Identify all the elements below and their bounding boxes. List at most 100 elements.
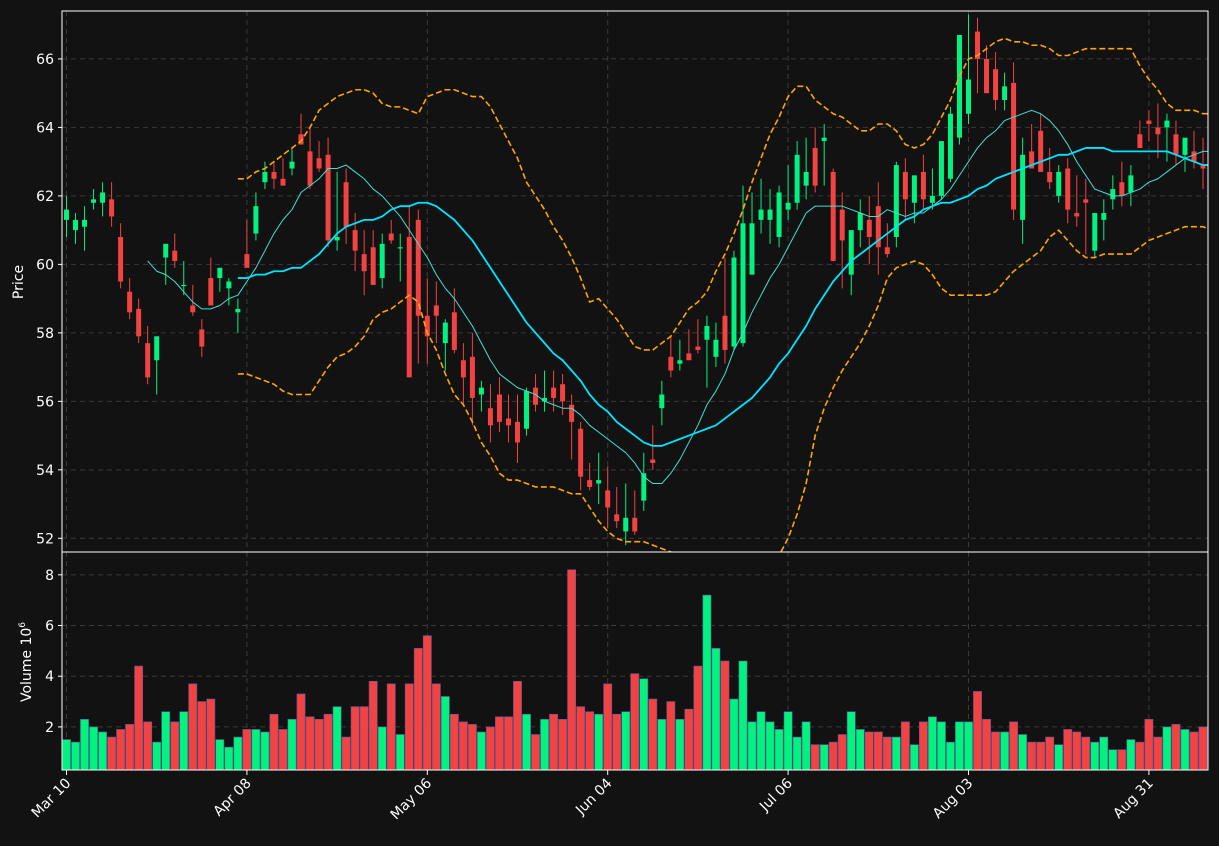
volume-bar xyxy=(595,714,603,770)
candle-body xyxy=(903,172,908,199)
candle-body xyxy=(831,172,836,261)
candle-body xyxy=(948,114,953,179)
volume-bar xyxy=(135,666,143,770)
volume-axis-label: Volume 106 xyxy=(18,622,35,702)
volume-bar xyxy=(207,699,215,770)
candle-body xyxy=(1074,213,1079,216)
volume-bar xyxy=(658,719,666,770)
volume-tick-label: 2 xyxy=(45,720,54,736)
volume-bar xyxy=(549,714,557,770)
volume-bar xyxy=(928,717,936,770)
candle-body xyxy=(199,329,204,346)
candle-body xyxy=(479,388,484,395)
volume-bar xyxy=(685,709,693,770)
volume-bar xyxy=(342,737,350,770)
volume-bar xyxy=(910,745,918,770)
volume-bar xyxy=(117,729,125,770)
volume-bar xyxy=(730,699,738,770)
volume-bar xyxy=(838,735,846,770)
candle-body xyxy=(1083,199,1088,202)
volume-bar xyxy=(955,722,963,770)
candle-body xyxy=(641,473,646,500)
volume-bar xyxy=(1181,729,1189,770)
volume-bar xyxy=(1046,737,1054,770)
volume-bar xyxy=(874,732,882,770)
volume-bar xyxy=(405,684,413,770)
volume-bar xyxy=(189,684,197,770)
volume-bar xyxy=(243,729,251,770)
volume-bar xyxy=(98,732,106,770)
volume-bar xyxy=(234,737,242,770)
volume-bar xyxy=(261,732,269,770)
candle-body xyxy=(1002,86,1007,100)
candle-body xyxy=(73,220,78,230)
volume-bar xyxy=(991,732,999,770)
candle-body xyxy=(235,309,240,312)
volume-bar xyxy=(820,745,828,770)
volume-bar xyxy=(378,727,386,770)
candle-body xyxy=(452,312,457,350)
volume-bar xyxy=(1091,742,1099,770)
volume-bar xyxy=(270,714,278,770)
volume-bar xyxy=(811,745,819,770)
candle-body xyxy=(984,59,989,93)
candle-body xyxy=(181,285,186,286)
candle-body xyxy=(695,347,700,350)
candle-body xyxy=(885,247,890,254)
volume-bar xyxy=(468,724,476,770)
candle-body xyxy=(858,213,863,230)
volume-bar xyxy=(640,679,648,770)
candle-body xyxy=(768,210,773,220)
candle-body xyxy=(777,192,782,237)
candle-body xyxy=(677,360,682,363)
candle-body xyxy=(389,234,394,241)
candle-body xyxy=(506,418,511,425)
volume-bar xyxy=(351,707,359,770)
candle-body xyxy=(722,316,727,350)
volume-bar xyxy=(180,712,188,770)
volume-bar xyxy=(1100,737,1108,770)
volume-bar xyxy=(126,724,134,770)
candle-body xyxy=(551,388,556,398)
candle-body xyxy=(82,220,87,227)
volume-tick-label: 6 xyxy=(45,619,54,635)
volume-bar xyxy=(1028,742,1036,770)
candle-body xyxy=(145,343,150,377)
volume-bar xyxy=(892,737,900,770)
volume-bar xyxy=(540,719,548,770)
candle-body xyxy=(488,408,493,425)
candle-body xyxy=(867,220,872,237)
volume-bar xyxy=(1136,742,1144,770)
candle-body xyxy=(741,223,746,343)
volume-bar xyxy=(577,707,585,770)
candle-body xyxy=(713,340,718,357)
candle-body xyxy=(380,244,385,278)
volume-bar xyxy=(748,722,756,770)
candle-body xyxy=(398,247,403,248)
candle-body xyxy=(1128,175,1133,192)
candle-body xyxy=(813,148,818,186)
candle-body xyxy=(569,405,574,422)
candle-body xyxy=(244,254,249,268)
candle-body xyxy=(154,336,159,360)
candle-body xyxy=(515,422,520,443)
candle-body xyxy=(109,199,114,216)
candle-body xyxy=(668,357,673,371)
volume-bar xyxy=(919,722,927,770)
candle-body xyxy=(1011,83,1016,210)
candle-body xyxy=(271,172,276,179)
volume-bar xyxy=(631,674,639,770)
volume-bar xyxy=(1145,719,1153,770)
candle-body xyxy=(632,518,637,532)
volume-bar xyxy=(1127,740,1135,770)
candle-body xyxy=(1164,121,1169,128)
volume-tick-label: 4 xyxy=(45,669,54,685)
price-tick-label: 64 xyxy=(36,120,54,136)
volume-bar xyxy=(865,732,873,770)
price-tick-label: 52 xyxy=(36,531,54,547)
candle-body xyxy=(1155,127,1160,134)
volume-bar xyxy=(1073,732,1081,770)
volume-bar xyxy=(694,666,702,770)
candle-body xyxy=(190,305,195,312)
